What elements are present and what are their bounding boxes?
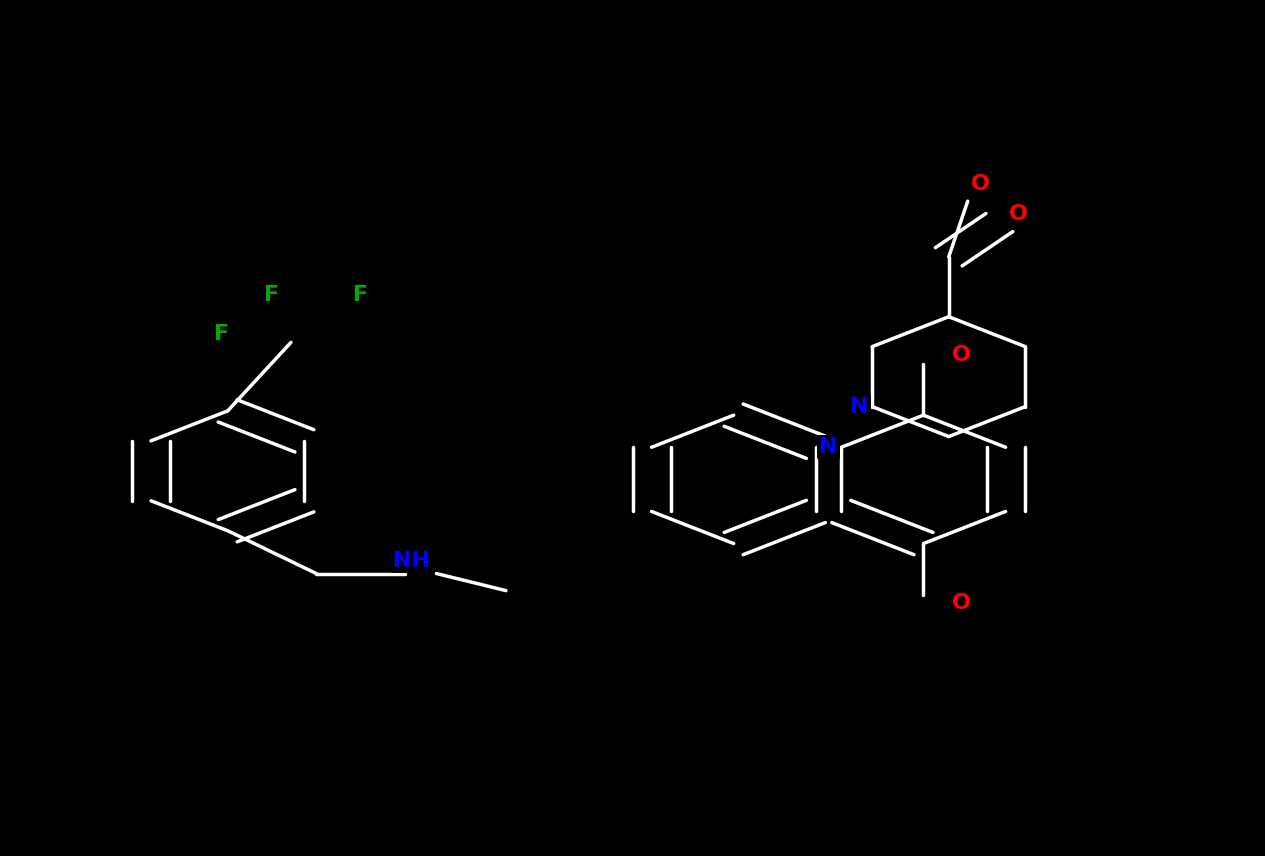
Text: O: O	[970, 174, 990, 194]
Text: O: O	[1008, 204, 1028, 224]
Text: F: F	[214, 324, 229, 344]
Text: O: O	[951, 345, 972, 366]
Text: F: F	[264, 285, 280, 306]
Text: NH: NH	[392, 550, 430, 571]
Text: F: F	[353, 285, 368, 306]
Text: N: N	[820, 437, 837, 457]
Text: O: O	[951, 593, 972, 614]
Text: N: N	[850, 396, 869, 417]
